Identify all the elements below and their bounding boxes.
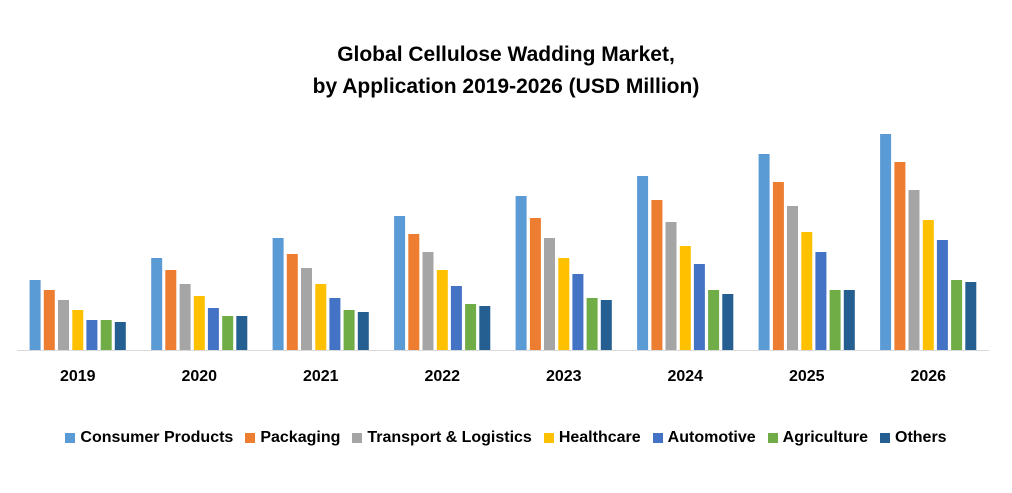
bar-2021-consumer-products [272, 238, 284, 350]
bar-2025-automotive [815, 252, 827, 350]
bar-2020-healthcare [193, 296, 205, 350]
bar-2025-transport-logistics [787, 206, 798, 350]
bar-2022-others [479, 306, 491, 350]
bar-2023-consumer-products [515, 196, 527, 350]
legend-item: Healthcare [543, 429, 641, 447]
chart-legend: Consumer Products Packaging Transport & Lo… [0, 429, 1012, 447]
bar-2025-others [843, 290, 855, 350]
legend-label: Consumer Products [80, 429, 234, 446]
chart-subtitle: by Application 2019-2026 (USD Million) [312, 75, 700, 98]
bar-2021-transport-logistics [301, 268, 312, 350]
bar-2019-transport-logistics [58, 300, 69, 350]
bar-2023-transport-logistics [544, 238, 555, 350]
x-tick-label: 2026 [910, 368, 946, 385]
legend-item: Transport & Logistics [352, 429, 532, 447]
bar-2019-others [114, 322, 126, 350]
x-tick-label: 2024 [667, 368, 703, 385]
bar-2019-healthcare [72, 310, 84, 350]
bar-2022-agriculture [465, 304, 477, 350]
legend-swatch [767, 433, 778, 443]
legend-item: Agriculture [767, 429, 868, 447]
chart-title: Global Cellulose Wadding Market, [337, 43, 675, 66]
bar-2020-others [236, 316, 248, 350]
bar-2020-consumer-products [151, 258, 163, 350]
bar-2023-packaging [529, 218, 541, 350]
bar-2022-consumer-products [394, 216, 406, 350]
legend-label: Transport & Logistics [367, 429, 532, 446]
bar-2021-packaging [286, 254, 298, 350]
bar-2022-transport-logistics [422, 252, 434, 350]
bar-2024-packaging [651, 200, 663, 350]
x-tick-label: 2021 [303, 368, 339, 385]
bar-2026-agriculture [951, 280, 963, 350]
bar-2020-packaging [165, 270, 177, 350]
legend-label: Packaging [260, 429, 341, 446]
bar-2024-automotive [693, 264, 705, 350]
bar-2019-agriculture [100, 320, 112, 350]
bar-2023-others [600, 300, 612, 350]
bar-2024-agriculture [708, 290, 720, 350]
legend-item: Consumer Products [65, 429, 233, 447]
bar-2022-automotive [450, 286, 462, 350]
legend-item: Others [880, 429, 947, 447]
bar-2021-agriculture [343, 310, 355, 350]
legend-swatch [65, 433, 76, 443]
bar-2019-automotive [86, 320, 98, 350]
bar-2024-others [722, 294, 734, 350]
legend-label: Automotive [667, 429, 756, 446]
bar-2025-healthcare [801, 232, 813, 350]
bar-2024-transport-logistics [665, 222, 677, 350]
x-tick-label: 2022 [424, 368, 460, 385]
x-tick-label: 2020 [181, 368, 217, 385]
x-tick-label: 2019 [60, 368, 96, 385]
bar-2019-packaging [43, 290, 55, 350]
bar-2024-healthcare [679, 246, 691, 350]
bar-2023-agriculture [586, 298, 598, 350]
bar-2026-packaging [894, 162, 906, 350]
bar-2021-others [357, 312, 369, 350]
bar-2023-automotive [572, 274, 584, 350]
bar-2023-healthcare [558, 258, 570, 350]
legend-item: Packaging [245, 429, 340, 447]
legend-swatch [245, 433, 256, 443]
bar-2026-automotive [936, 240, 948, 350]
bar-2021-automotive [329, 298, 341, 350]
bar-2026-consumer-products [880, 134, 892, 350]
legend-item: Automotive [652, 429, 756, 447]
legend-label: Others [895, 429, 947, 446]
legend-swatch [880, 433, 890, 443]
legend-label: Healthcare [558, 429, 641, 446]
bar-2025-packaging [772, 182, 784, 350]
legend-swatch [652, 433, 663, 443]
bar-2026-transport-logistics [908, 190, 920, 350]
bar-2022-packaging [408, 234, 420, 350]
legend-swatch [352, 433, 363, 443]
legend-label: Agriculture [782, 429, 868, 446]
x-tick-label: 2023 [546, 368, 582, 385]
bar-2021-healthcare [315, 284, 327, 350]
bar-2025-agriculture [829, 290, 841, 350]
legend-swatch [543, 433, 554, 443]
bar-2020-agriculture [222, 316, 234, 350]
x-tick-label: 2025 [789, 368, 825, 385]
bar-2024-consumer-products [637, 176, 649, 350]
bar-2020-automotive [207, 308, 219, 350]
bar-2022-healthcare [436, 270, 448, 350]
bar-2020-transport-logistics [179, 284, 191, 350]
bar-2019-consumer-products [29, 280, 41, 350]
bar-2025-consumer-products [758, 154, 770, 350]
bar-2026-others [965, 282, 977, 350]
bar-2026-healthcare [922, 220, 934, 350]
